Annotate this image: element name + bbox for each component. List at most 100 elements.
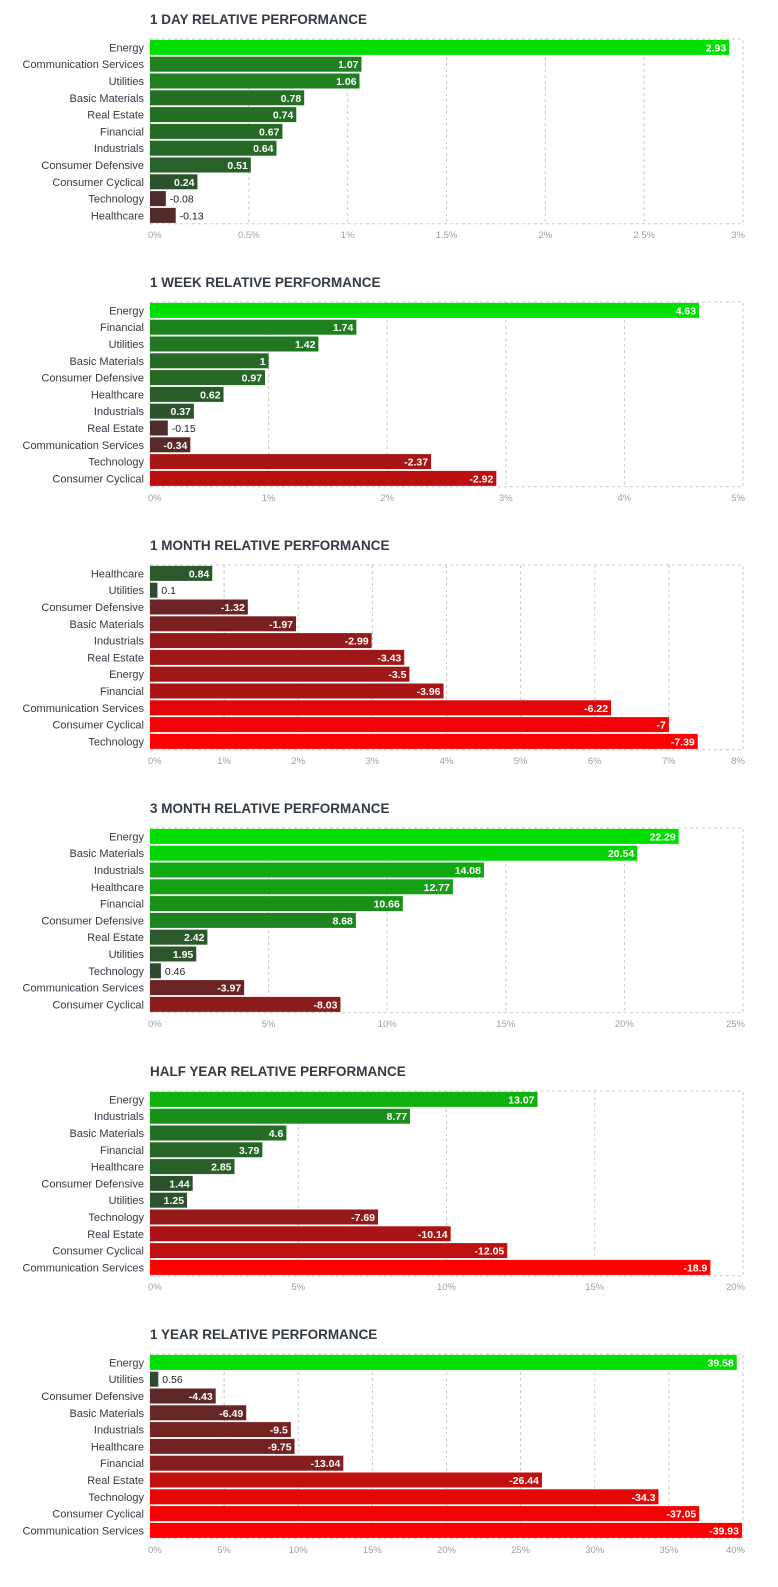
bar[interactable] <box>150 386 224 402</box>
bar[interactable] <box>150 700 612 716</box>
bar[interactable] <box>150 420 168 436</box>
bar[interactable] <box>150 717 669 733</box>
x-tick-label: 7% <box>662 756 676 767</box>
bar[interactable] <box>150 1489 659 1505</box>
bar-value-label: 14.08 <box>455 866 481 877</box>
bar[interactable] <box>150 454 432 470</box>
bar[interactable] <box>150 1142 263 1158</box>
bar[interactable] <box>150 1438 295 1454</box>
bar[interactable] <box>150 123 283 139</box>
bar[interactable] <box>150 107 297 123</box>
bar[interactable] <box>150 616 297 632</box>
bar[interactable] <box>150 996 341 1012</box>
bar[interactable] <box>150 207 176 223</box>
bar[interactable] <box>150 403 194 419</box>
bar[interactable] <box>150 1209 379 1225</box>
bar-value-label: -3.43 <box>377 653 401 664</box>
bar[interactable] <box>150 912 356 928</box>
bar[interactable] <box>150 1405 247 1421</box>
performance-chart: 1 DAY RELATIVE PERFORMANCE 0% 0.5% 1% 1.5% 2%… <box>0 8 778 248</box>
bar[interactable] <box>150 353 269 369</box>
bar-value-label: -2.99 <box>345 637 369 648</box>
bar[interactable] <box>150 302 700 318</box>
bar[interactable] <box>150 39 730 55</box>
bar[interactable] <box>150 649 405 665</box>
category-label: Healthcare <box>91 210 144 222</box>
bar-value-label: 12.77 <box>424 883 450 894</box>
bar[interactable] <box>150 174 198 190</box>
bar[interactable] <box>150 319 357 335</box>
bar[interactable] <box>150 980 245 996</box>
bar[interactable] <box>150 90 305 106</box>
category-label: Basic Materials <box>70 848 145 860</box>
bar[interactable] <box>150 862 484 878</box>
bar[interactable] <box>150 1455 344 1471</box>
category-label: Financial <box>100 126 144 138</box>
bar[interactable] <box>150 1259 711 1275</box>
bar-value-label: 3.79 <box>239 1146 260 1157</box>
bar[interactable] <box>150 336 319 352</box>
bar[interactable] <box>150 1108 411 1124</box>
x-tick-label: 2.5% <box>633 230 655 241</box>
bar[interactable] <box>150 1243 508 1259</box>
plot-frame <box>149 564 744 751</box>
x-tick-label: 20% <box>615 1019 635 1030</box>
bar[interactable] <box>150 1522 742 1538</box>
bar[interactable] <box>150 1091 538 1107</box>
bar[interactable] <box>150 73 360 89</box>
category-label: Real Estate <box>87 110 144 122</box>
plot-frame <box>149 38 744 225</box>
bar[interactable] <box>150 828 679 844</box>
plot-frame <box>149 827 744 1014</box>
bar[interactable] <box>150 157 251 173</box>
bar[interactable] <box>150 565 213 581</box>
bar-value-label: 1.42 <box>295 340 316 351</box>
bar[interactable] <box>150 1125 287 1141</box>
bar[interactable] <box>150 733 698 749</box>
bar[interactable] <box>150 963 161 979</box>
x-tick-label: 10% <box>378 1019 398 1030</box>
x-tick-label: 0% <box>148 230 162 241</box>
bar-value-label: -10.14 <box>418 1230 448 1241</box>
bar-value-label: -2.92 <box>469 474 493 485</box>
bar[interactable] <box>150 1175 193 1191</box>
bar[interactable] <box>150 929 208 945</box>
bar[interactable] <box>150 896 403 912</box>
bar-value-label: 1.95 <box>173 950 194 961</box>
bar-value-label: 22.29 <box>649 832 675 843</box>
bar[interactable] <box>150 1472 542 1488</box>
bar[interactable] <box>150 140 277 156</box>
bar[interactable] <box>150 470 497 486</box>
bar[interactable] <box>150 633 372 649</box>
bar[interactable] <box>150 683 444 699</box>
bar[interactable] <box>150 1354 737 1370</box>
category-label: Real Estate <box>87 423 144 435</box>
bar-value-label: 0.78 <box>281 94 302 105</box>
category-label: Industrials <box>94 865 145 877</box>
bar[interactable] <box>150 845 638 861</box>
bar[interactable] <box>150 1422 291 1438</box>
bar[interactable] <box>150 582 158 598</box>
category-label: Consumer Cyclical <box>52 177 144 189</box>
bar[interactable] <box>150 879 453 895</box>
bar[interactable] <box>150 1506 700 1522</box>
x-tick-label: 10% <box>437 1282 457 1293</box>
bar[interactable] <box>150 599 248 615</box>
bar[interactable] <box>150 1192 188 1208</box>
bar[interactable] <box>150 946 197 962</box>
bar[interactable] <box>150 191 166 207</box>
category-label: Technology <box>88 1492 144 1504</box>
x-tick-label: 1.5% <box>436 230 458 241</box>
bar[interactable] <box>150 437 191 453</box>
bar[interactable] <box>150 370 266 386</box>
bar[interactable] <box>150 56 362 72</box>
category-label: Basic Materials <box>70 1128 145 1140</box>
bar[interactable] <box>150 1159 235 1175</box>
bar[interactable] <box>150 1371 159 1387</box>
x-tick-label: 0% <box>148 756 162 767</box>
bar[interactable] <box>150 666 410 682</box>
performance-chart: HALF YEAR RELATIVE PERFORMANCE 0% 5% 10% 15%… <box>0 1060 778 1300</box>
bar[interactable] <box>150 1388 216 1404</box>
category-label: Basic Materials <box>70 1408 145 1420</box>
bar[interactable] <box>150 1226 451 1242</box>
